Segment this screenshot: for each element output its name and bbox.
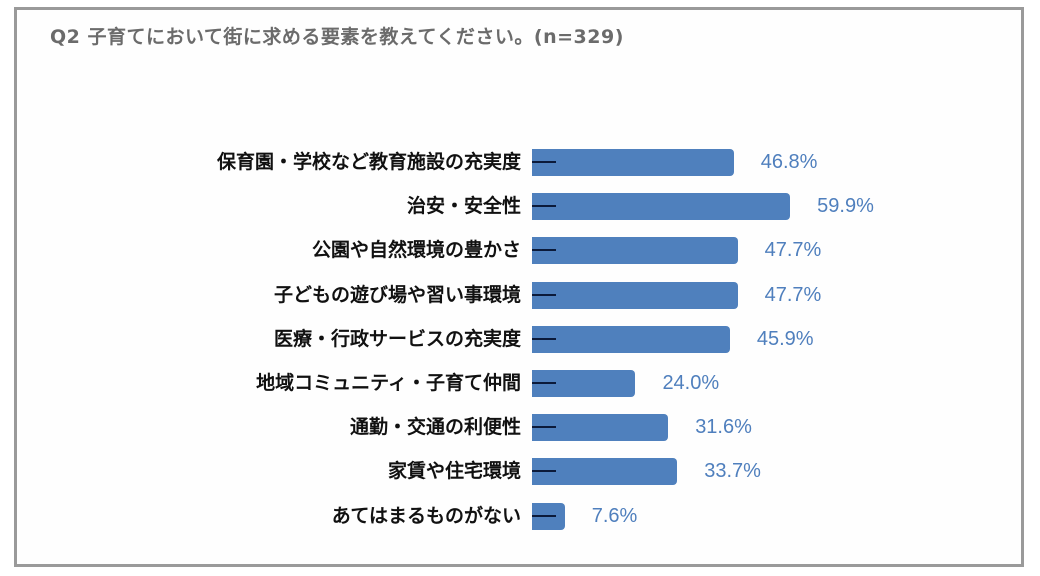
bar-row: 治安・安全性 59.9% bbox=[17, 191, 1021, 221]
bar bbox=[532, 281, 738, 309]
bar-row: 医療・行政サービスの充実度 45.9% bbox=[17, 324, 1021, 354]
bar-row: 家賃や住宅環境 33.7% bbox=[17, 456, 1021, 486]
bar bbox=[532, 193, 791, 221]
category-label: 治安・安全性 bbox=[406, 195, 521, 218]
value-label: 59.9% bbox=[817, 195, 874, 218]
category-label: 子どもの遊び場や習い事環境 bbox=[273, 283, 521, 306]
axis-tick bbox=[532, 249, 556, 252]
bar-row: 保育園・学校など教育施設の充実度 46.8% bbox=[17, 147, 1021, 177]
value-label: 46.8% bbox=[760, 151, 818, 173]
axis-tick bbox=[532, 382, 556, 384]
chart-title: Q2 子育てにおいて街に求める要素を教えてください。(n=329) bbox=[50, 26, 624, 48]
axis-tick bbox=[532, 470, 556, 473]
value-label: 33.7% bbox=[704, 460, 761, 483]
category-label: 地域コミュニティ・子育て仲間 bbox=[256, 372, 521, 394]
bar bbox=[532, 237, 738, 265]
value-label: 45.9% bbox=[756, 327, 814, 350]
axis-tick bbox=[532, 161, 556, 163]
bar bbox=[532, 325, 730, 353]
category-label: 家賃や住宅環境 bbox=[387, 460, 521, 483]
axis-tick bbox=[532, 426, 556, 429]
bar-row: 公園や自然環境の豊かさ 47.7% bbox=[17, 235, 1021, 265]
value-label: 24.0% bbox=[662, 372, 720, 394]
bar bbox=[532, 458, 678, 486]
value-label: 7.6% bbox=[591, 504, 638, 527]
axis-tick bbox=[532, 337, 556, 340]
bar-row: あてはまるものがない 7.6% bbox=[17, 501, 1021, 531]
axis-tick bbox=[532, 514, 556, 517]
bar-row: 通勤・交通の利便性 31.6% bbox=[17, 412, 1021, 442]
bar-row: 地域コミュニティ・子育て仲間 24.0% bbox=[17, 368, 1021, 398]
axis-tick bbox=[532, 293, 556, 296]
axis-tick bbox=[532, 205, 556, 208]
category-label: 通勤・交通の利便性 bbox=[349, 416, 521, 439]
value-label: 47.7% bbox=[764, 239, 822, 262]
value-label: 47.7% bbox=[764, 283, 822, 306]
category-label: 保育園・学校など教育施設の充実度 bbox=[216, 151, 521, 173]
category-label: あてはまるものがない bbox=[331, 504, 521, 527]
category-label: 医療・行政サービスの充実度 bbox=[273, 327, 521, 350]
category-label: 公園や自然環境の豊かさ bbox=[311, 239, 521, 262]
bar-row: 子どもの遊び場や習い事環境 47.7% bbox=[17, 280, 1021, 310]
chart-frame: Q2 子育てにおいて街に求める要素を教えてください。(n=329) 保育園・学校… bbox=[14, 7, 1024, 567]
bar-chart: 保育園・学校など教育施設の充実度 46.8% 治安・安全性 59.9% 公園や自然環境の… bbox=[17, 10, 1021, 564]
value-label: 31.6% bbox=[695, 416, 752, 439]
bar bbox=[532, 149, 734, 176]
